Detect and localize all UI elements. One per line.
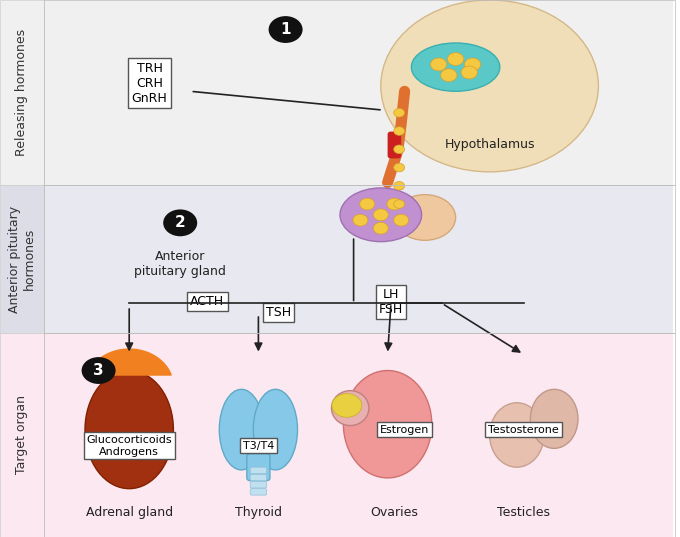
Text: 3: 3 [93,363,104,378]
Polygon shape [87,349,171,375]
Ellipse shape [490,403,544,467]
FancyBboxPatch shape [41,0,673,185]
Ellipse shape [343,371,432,478]
Text: ACTH: ACTH [190,295,224,308]
Text: LH
FSH: LH FSH [379,288,403,316]
Ellipse shape [381,0,598,172]
Circle shape [387,198,402,210]
FancyBboxPatch shape [0,185,44,333]
Text: T3/T4: T3/T4 [243,441,274,451]
Text: 1: 1 [280,22,291,37]
FancyBboxPatch shape [250,467,267,474]
Text: Anterior pituitary
hormones: Anterior pituitary hormones [7,206,36,313]
Circle shape [430,58,447,71]
Circle shape [394,163,405,172]
Circle shape [394,182,405,190]
FancyBboxPatch shape [41,333,673,537]
Circle shape [360,198,375,210]
Ellipse shape [332,391,369,425]
Circle shape [269,16,303,43]
Circle shape [394,108,405,117]
FancyBboxPatch shape [247,454,270,481]
Text: Glucocorticoids
Androgens: Glucocorticoids Androgens [86,435,172,456]
Circle shape [394,145,405,154]
FancyBboxPatch shape [0,333,44,537]
Circle shape [373,209,388,221]
Circle shape [82,357,116,384]
FancyBboxPatch shape [0,0,44,185]
FancyBboxPatch shape [250,482,267,488]
Ellipse shape [530,389,578,448]
Circle shape [464,58,481,71]
Text: Thyroid: Thyroid [235,506,282,519]
Circle shape [441,69,457,82]
Ellipse shape [394,195,456,241]
Circle shape [163,209,197,236]
Ellipse shape [411,43,500,91]
Text: Ovaries: Ovaries [371,506,418,519]
FancyBboxPatch shape [250,474,267,481]
Ellipse shape [254,389,298,470]
FancyBboxPatch shape [41,185,673,333]
Ellipse shape [340,188,422,242]
FancyBboxPatch shape [388,132,401,158]
Text: TRH
CRH
GnRH: TRH CRH GnRH [132,62,167,105]
Circle shape [394,200,405,208]
Text: Hypothalamus: Hypothalamus [444,139,535,151]
Text: Estrogen: Estrogen [380,425,429,434]
Circle shape [373,222,388,234]
Circle shape [332,394,362,417]
Circle shape [394,127,405,135]
Text: Testosterone: Testosterone [488,425,559,434]
Circle shape [461,66,477,79]
Text: Adrenal gland: Adrenal gland [86,506,173,519]
Text: TSH: TSH [267,306,291,319]
FancyBboxPatch shape [250,489,267,495]
Text: Testicles: Testicles [497,506,550,519]
Text: 2: 2 [175,215,186,230]
Circle shape [394,214,409,226]
Text: Releasing hormones: Releasing hormones [15,29,29,156]
Ellipse shape [219,389,264,470]
Circle shape [353,214,368,226]
Text: Anterior
pituitary gland: Anterior pituitary gland [134,250,226,278]
Text: Target organ: Target organ [15,395,29,475]
Ellipse shape [85,371,173,489]
Circle shape [447,53,464,66]
